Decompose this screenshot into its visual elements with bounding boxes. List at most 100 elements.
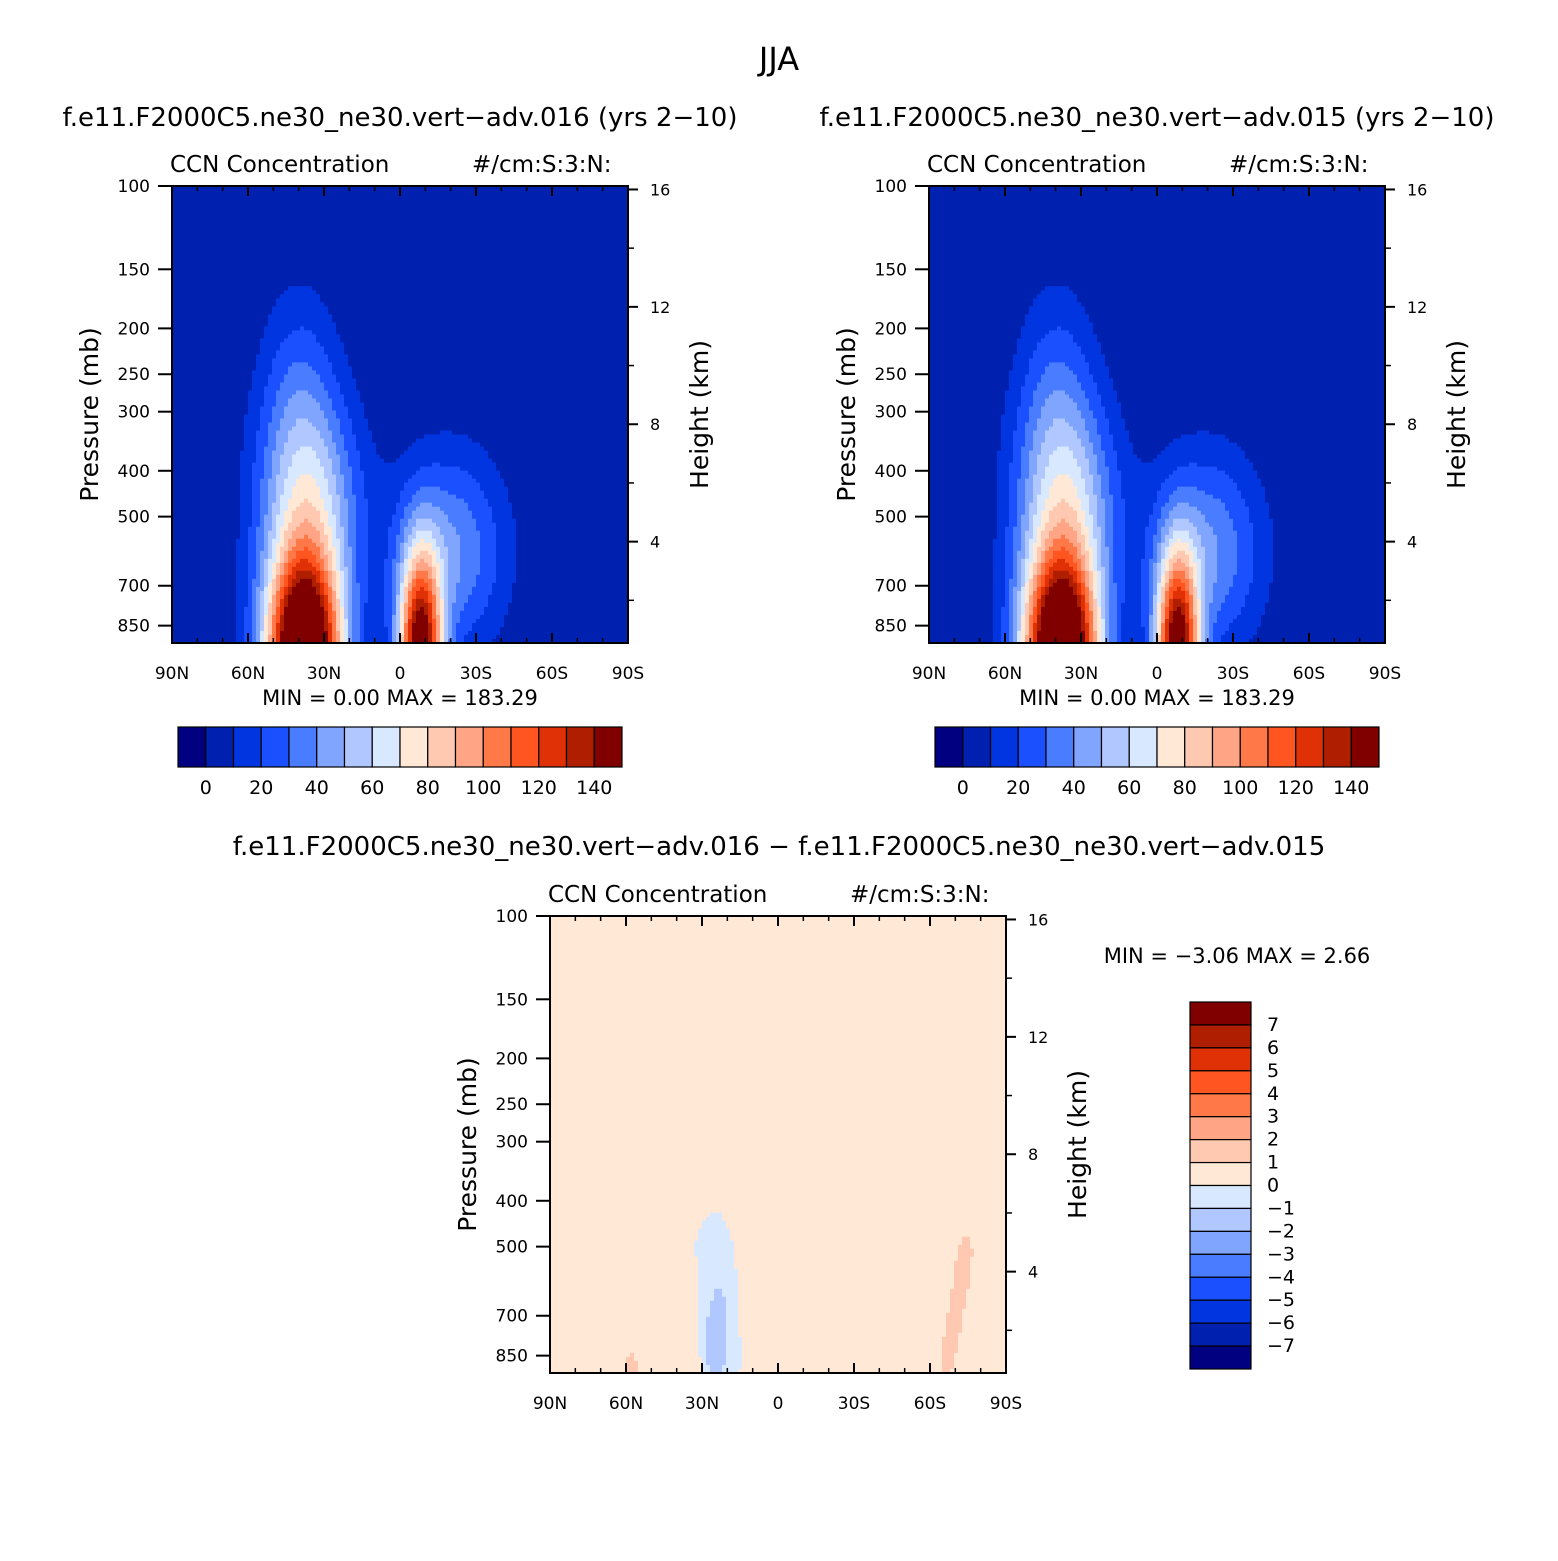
contour-cell [588, 214, 593, 219]
contour-cell [292, 218, 297, 223]
contour-cell [352, 198, 357, 203]
contour-cell [328, 190, 333, 195]
contour-cell [280, 198, 285, 203]
contour-cell [312, 206, 317, 211]
contour-cell [240, 202, 245, 207]
contour-cell [608, 214, 613, 219]
contour-cell [392, 206, 397, 211]
contour-cell [496, 210, 501, 215]
contour-cell [316, 218, 321, 223]
contour-cell [360, 190, 365, 195]
contour-cell [556, 198, 561, 203]
contour-cell [316, 198, 321, 203]
contour-cell [468, 202, 473, 207]
contour-cell [480, 202, 485, 207]
contour-cell [392, 194, 397, 199]
contour-cell [324, 214, 329, 219]
contour-cell [564, 190, 569, 195]
contour-cell [304, 202, 309, 207]
contour-cell [620, 202, 625, 207]
contour-cell [428, 198, 433, 203]
contour-cell [392, 202, 397, 207]
contour-cell [436, 190, 441, 195]
contour-cell [604, 194, 609, 199]
contour-cell [200, 194, 205, 199]
contour-cell [596, 206, 601, 211]
contour-cell [480, 190, 485, 195]
contour-cell [316, 210, 321, 215]
contour-cell [396, 198, 401, 203]
contour-cell [256, 206, 261, 211]
contour-cell [612, 206, 617, 211]
contour-cell [608, 206, 613, 211]
contour-cell [548, 198, 553, 203]
contour-cell [460, 194, 465, 199]
contour-cell [344, 194, 349, 199]
contour-cell [584, 210, 589, 215]
contour-cell [376, 210, 381, 215]
contour-cell [300, 198, 305, 203]
contour-cell [444, 206, 449, 211]
contour-cell [336, 198, 341, 203]
contour-cell [520, 190, 525, 195]
contour-cell [260, 218, 265, 223]
contour-cell [388, 214, 393, 219]
contour-cell [584, 202, 589, 207]
contour-cell [260, 206, 265, 211]
contour-cell [576, 210, 581, 215]
contour-cell [500, 198, 505, 203]
contour-cell [412, 190, 417, 195]
contour-cell [592, 194, 597, 199]
contour-cell [616, 198, 621, 203]
contour-cell [560, 202, 565, 207]
contour-cell [336, 194, 341, 199]
contour-cell [372, 194, 377, 199]
contour-cell [280, 206, 285, 211]
contour-cell [512, 206, 517, 211]
contour-cell [188, 198, 193, 203]
contour-cell [412, 210, 417, 215]
contour-cell [496, 214, 501, 219]
contour-cell [484, 214, 489, 219]
contour-cell [248, 198, 253, 203]
contour-cell [560, 194, 565, 199]
contour-cell [196, 218, 201, 223]
contour-cell [276, 210, 281, 215]
contour-cell [512, 210, 517, 215]
contour-cell [208, 190, 213, 195]
contour-cell [296, 210, 301, 215]
contour-cell [444, 214, 449, 219]
contour-cell [216, 202, 221, 207]
contour-cell [184, 198, 189, 203]
contour-cell [468, 210, 473, 215]
contour-cell [244, 218, 249, 223]
contour-cell [232, 202, 237, 207]
contour-cell [188, 194, 193, 199]
contour-cell [388, 206, 393, 211]
contour-cell [580, 190, 585, 195]
contour-cell [400, 206, 405, 211]
contour-cell [368, 190, 373, 195]
contour-cell [544, 202, 549, 207]
contour-cell [216, 190, 221, 195]
contour-cell [600, 194, 605, 199]
contour-cell [536, 202, 541, 207]
contour-cell [356, 210, 361, 215]
contour-cell [572, 198, 577, 203]
contour-cell [396, 210, 401, 215]
contour-cell [344, 198, 349, 203]
contour-cell [400, 202, 405, 207]
contour-cell [488, 206, 493, 211]
contour-cell [464, 198, 469, 203]
contour-cell [592, 210, 597, 215]
contour-cell [500, 194, 505, 199]
contour-cell [296, 194, 301, 199]
contour-cell [324, 198, 329, 203]
contour-cell [264, 214, 269, 219]
contour-cell [236, 214, 241, 219]
contour-cell [324, 210, 329, 215]
contour-cell [544, 210, 549, 215]
contour-cell [536, 198, 541, 203]
contour-cell [348, 202, 353, 207]
contour-cell [588, 194, 593, 199]
